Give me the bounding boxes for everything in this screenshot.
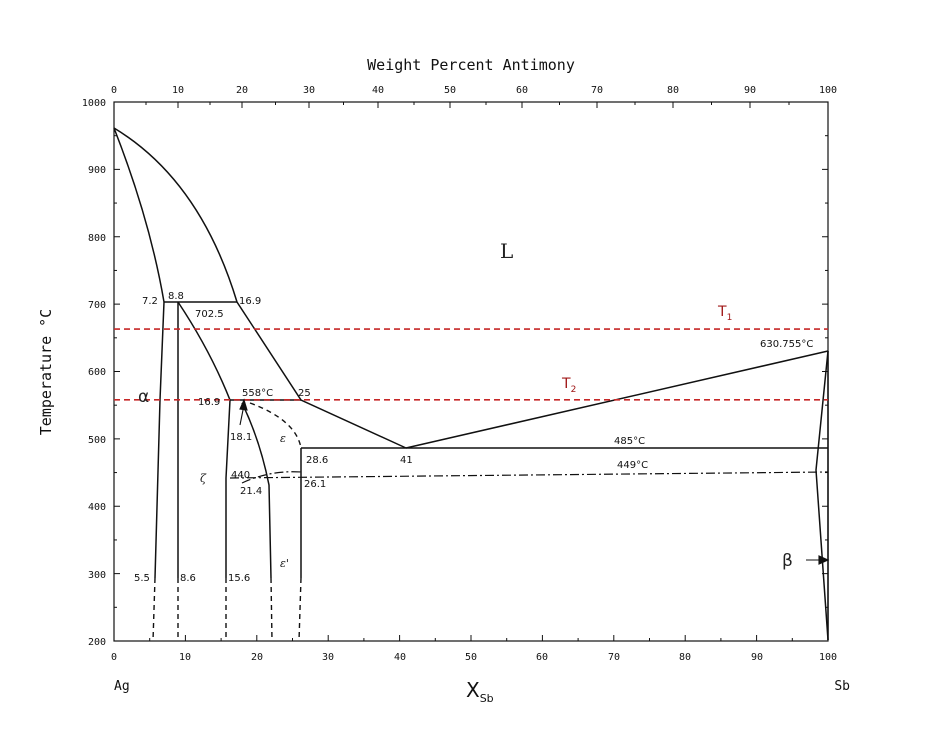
left-tick-label: 200 [88,637,106,648]
bottom-axis-tick-labels: 0 10 20 30 40 50 60 70 80 90 100 [111,652,837,663]
left-end-label: Ag [114,679,130,694]
annotation-18-1: 18.1 [230,432,252,443]
annotation-16-9-top: 16.9 [239,296,261,307]
annotation-28-6: 28.6 [306,455,328,466]
top-tick-label: 50 [444,85,456,96]
top-tick-label: 60 [516,85,528,96]
plot-frame [113,101,829,642]
phase-label-zeta: ζ [200,472,207,485]
annotation-15-6: 15.6 [228,573,250,584]
annotation-25: 25 [298,388,311,399]
composition-annotations: 7.2 8.8 16.9 702.5 16.9 558°C 25 18.1 28… [134,291,813,584]
top-tick-label: 10 [172,85,184,96]
bottom-tick-label: 30 [322,652,334,663]
phase-label-epsilon-prime: ε' [280,557,289,570]
left-tick-label: 1000 [82,98,106,109]
left-tick-label: 600 [88,367,106,378]
top-axis-title: Weight Percent Antimony [367,56,575,74]
top-tick-label: 80 [667,85,679,96]
right-end-label: Sb [834,679,850,694]
arrows [239,398,830,565]
annotation-702-5: 702.5 [195,309,224,320]
annotation-440: 440 [231,470,250,481]
annotation-26-1: 26.1 [304,479,326,490]
isotherm-t1-label: T1 [717,304,732,323]
bottom-tick-label: 20 [251,652,263,663]
top-tick-label: 70 [591,85,603,96]
left-tick-label: 300 [88,570,106,581]
bottom-tick-label: 90 [751,652,763,663]
annotation-8-8: 8.8 [168,291,184,302]
top-tick-label: 20 [236,85,248,96]
bottom-axis-title-sub: Sb [480,692,494,705]
bottom-axis-title: XSb [466,678,494,705]
alpha-solvus [154,301,165,579]
isotherm-t2-label: T2 [561,376,576,395]
left-axis-tick-labels: 200 300 400 500 600 700 800 900 1000 [82,98,106,648]
transition-449-curve [241,471,302,484]
top-tick-label: 40 [372,85,384,96]
left-tick-label: 700 [88,300,106,311]
axis-ticks [113,101,829,642]
zeta-right-boundary [225,399,231,578]
bottom-tick-label: 70 [608,652,620,663]
bottom-tick-label: 40 [394,652,406,663]
isotherm-t2-label-sub: 2 [571,385,577,395]
bottom-tick-label: 50 [465,652,477,663]
top-axis-tick-labels: 0 10 20 30 40 50 60 70 80 90 100 [111,85,837,96]
isotherm-t2-label-main: T [561,376,571,392]
annotation-7-2: 7.2 [142,296,158,307]
isotherm-t1-label-sub: 1 [727,313,733,323]
annotation-630-755: 630.755°C [760,339,813,350]
annotation-21-4: 21.4 [240,486,262,497]
left-tick-label: 400 [88,502,106,513]
dashed-extrapolations [152,402,302,642]
phase-label-epsilon: ε [280,432,286,445]
bottom-tick-label: 80 [679,652,691,663]
annotation-5-5: 5.5 [134,573,150,584]
transition-449 [229,471,829,479]
left-tick-label: 800 [88,233,106,244]
left-tick-label: 500 [88,435,106,446]
left-tick-label: 900 [88,165,106,176]
top-tick-label: 30 [303,85,315,96]
bottom-axis-title-main: X [466,678,480,702]
bottom-tick-label: 60 [536,652,548,663]
phase-label-beta: β [782,551,793,571]
annotation-8-6: 8.6 [180,573,196,584]
top-tick-label: 100 [819,85,837,96]
beta-solvus-left [815,350,829,641]
left-axis-title: Temperature °C [37,309,55,435]
isotherm-t1-label-main: T [717,304,727,320]
annotation-449: 449°C [617,460,648,471]
bottom-tick-label: 0 [111,652,117,663]
zeta-liquidus [177,301,231,401]
top-tick-label: 0 [111,85,117,96]
top-tick-label: 90 [744,85,756,96]
annotation-558: 558°C [242,388,273,399]
alpha-solidus [113,127,165,303]
phase-label-alpha: α [138,387,149,407]
bottom-tick-label: 100 [819,652,837,663]
phase-label-liquid: L [500,239,513,263]
annotation-485: 485°C [614,436,645,447]
annotation-16-9: 16.9 [198,397,220,408]
liquidus-ag-rich [113,127,407,449]
epsilon-left [241,402,272,579]
bottom-tick-label: 10 [179,652,191,663]
phase-boundaries [113,127,829,641]
annotation-41: 41 [400,455,413,466]
